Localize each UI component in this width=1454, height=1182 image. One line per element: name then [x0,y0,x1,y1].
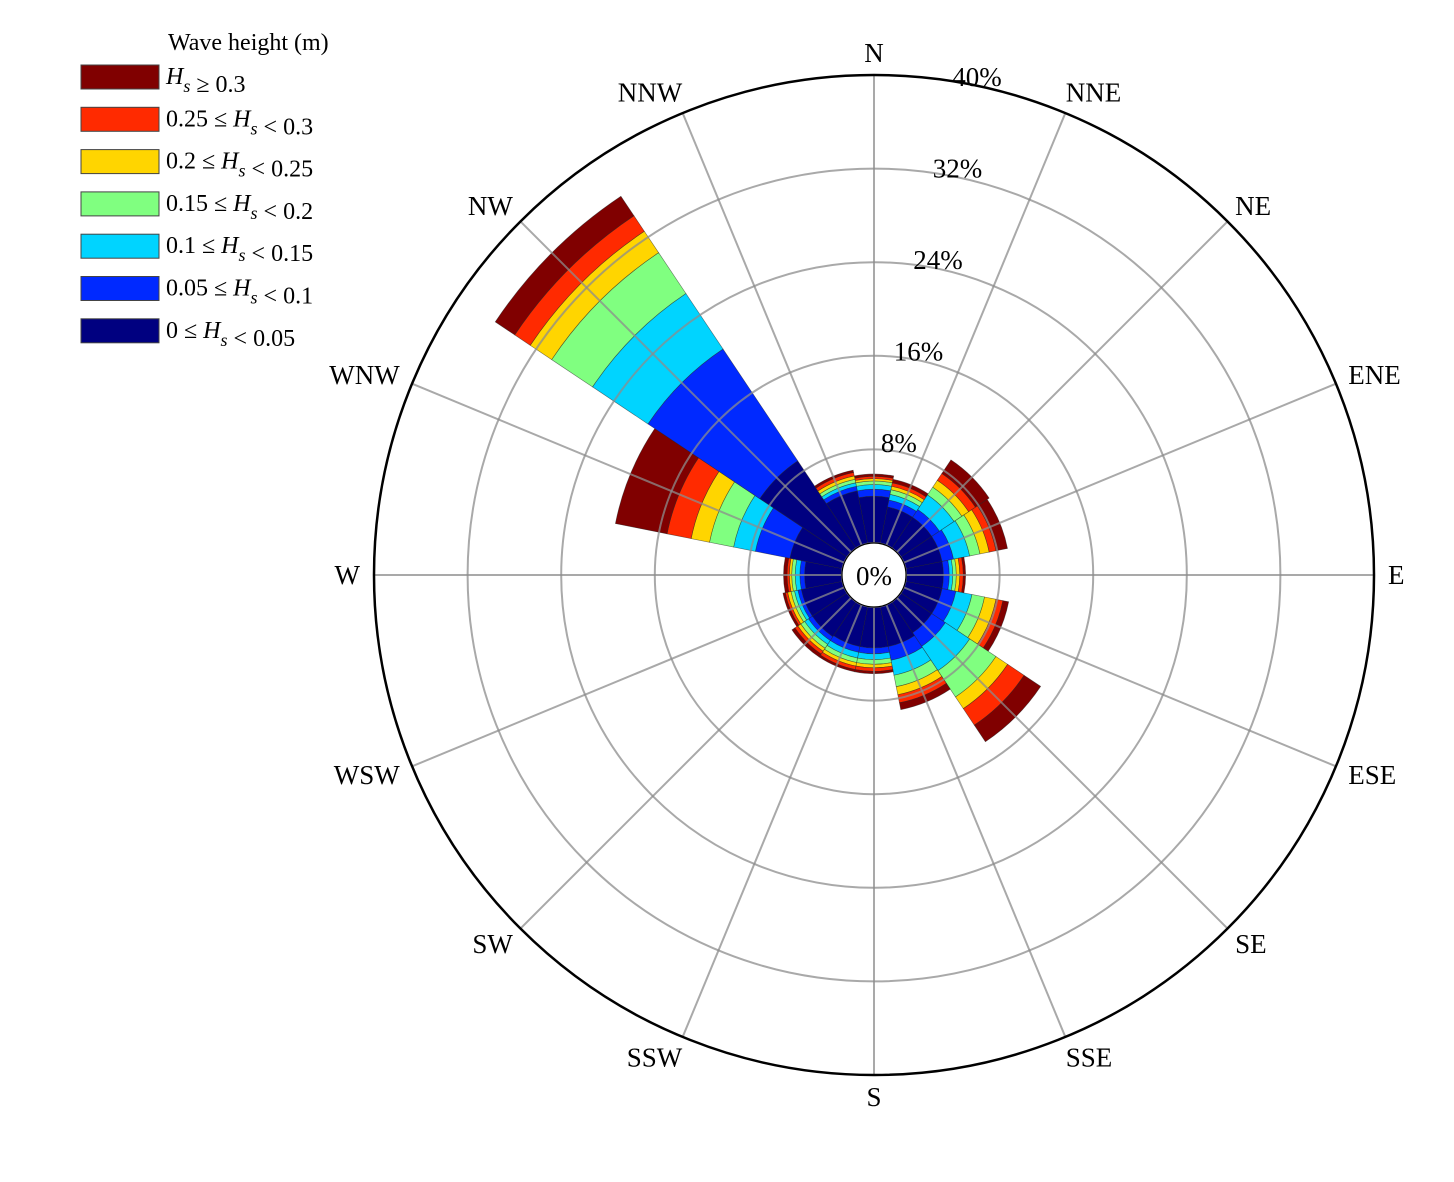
outer-circle [372,73,1376,1077]
tick-label-0: 0% [856,561,892,591]
legend-label-4: 0.15 ≤ Hs < 0.2 [166,191,313,225]
legend-swatch-5 [80,233,160,259]
center-hole [841,542,907,608]
direction-labels: N NNE NE ENE E ESE SE SSE S SSW SW WSW W WNW NW NNW [329,38,1404,1112]
legend-swatch-6 [80,276,160,301]
legend-swatch-4 [80,191,160,217]
spoke-ene [903,382,1337,564]
legend-swatch-1 [80,64,160,90]
tick-label-8: 8% [881,428,917,458]
tick-label-40: 40% [952,62,1002,92]
legend: Wave height (m) Hs ≥ 0.3 0.25 ≤ Hs < 0.3 0… [80,30,329,352]
tick-label-16: 16% [894,336,944,366]
direction-label-w: W [335,560,361,590]
direction-label-sw: SW [472,929,513,959]
direction-label-ne: NE [1235,191,1271,221]
legend-swatch-3 [80,149,160,175]
spoke-se [895,596,1229,930]
spoke-ne [895,220,1229,554]
legend-label-1: Hs ≥ 0.3 [165,64,246,98]
spoke-nw [519,220,853,554]
spoke-wnw [411,382,845,564]
direction-label-ese: ESE [1348,760,1396,790]
spoke-ssw [681,604,863,1038]
legend-entries: Hs ≥ 0.3 0.25 ≤ Hs < 0.3 0.2 ≤ Hs < 0.25 0.… [80,64,313,352]
direction-label-ssw: SSW [627,1042,683,1072]
direction-label-nw: NW [468,191,513,221]
wedge-wsw-bin-7 [782,592,800,627]
legend-swatch-7 [80,318,160,344]
legend-title: Wave height (m) [168,30,329,56]
spoke-nne [885,112,1067,546]
outer-boundary [372,73,1376,1077]
wedge-nnw-bin-7 [814,469,854,489]
direction-label-n: N [864,38,884,68]
direction-label-e: E [1388,560,1405,590]
tick-label-24: 24% [913,245,963,275]
tick-label-32: 32% [933,153,983,183]
legend-label-7: 0 ≤ Hs < 0.05 [166,318,295,352]
legend-swatch-2 [80,106,160,132]
spoke-sw [519,596,853,930]
direction-label-s: S [866,1082,881,1112]
direction-label-sse: SSE [1066,1042,1113,1072]
direction-label-nne: NNE [1066,78,1122,108]
spoke-nnw [681,112,863,546]
radial-tick-labels: 0% 8% 16% 24% 32% 40% [856,62,1002,591]
legend-label-5: 0.1 ≤ Hs < 0.15 [166,233,313,267]
legend-label-6: 0.05 ≤ Hs < 0.1 [166,276,313,310]
direction-label-ene: ENE [1348,360,1400,390]
spoke-sse [885,604,1067,1038]
direction-label-nnw: NNW [618,78,683,108]
polar-grid [374,75,1374,1075]
direction-label-se: SE [1235,929,1267,959]
direction-label-wnw: WNW [329,360,400,390]
legend-label-2: 0.25 ≤ Hs < 0.3 [166,106,313,140]
spoke-ese [903,586,1337,768]
legend-label-3: 0.2 ≤ Hs < 0.25 [166,149,313,183]
direction-label-wsw: WSW [334,760,401,790]
spoke-wsw [411,586,845,768]
